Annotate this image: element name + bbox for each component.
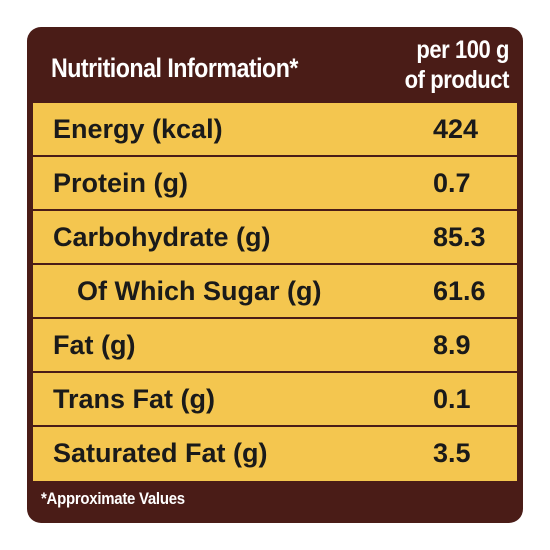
- table-row-saturated-fat: Saturated Fat (g) 3.5: [33, 427, 517, 481]
- row-value: 61.6: [433, 276, 486, 306]
- nutrition-table: Energy (kcal) 424 Protein (g) 0.7 Carboh…: [33, 103, 517, 481]
- panel-title: Nutritional Information*: [51, 53, 298, 83]
- panel-header: Nutritional Information* per 100 g of pr…: [27, 27, 523, 103]
- row-label: Of Which Sugar (g): [77, 276, 322, 306]
- table-row-protein: Protein (g) 0.7: [33, 157, 517, 211]
- footnote: *Approximate Values: [41, 489, 185, 508]
- table-row-trans-fat: Trans Fat (g) 0.1: [33, 373, 517, 427]
- row-label: Saturated Fat (g): [53, 438, 268, 468]
- row-value: 0.7: [433, 168, 471, 198]
- row-label: Fat (g): [53, 330, 136, 360]
- row-value: 8.9: [433, 330, 471, 360]
- row-value: 85.3: [433, 222, 486, 252]
- table-row-sugar: Of Which Sugar (g) 61.6: [33, 265, 517, 319]
- row-value: 424: [433, 114, 479, 144]
- serving-basis: per 100 g of product: [359, 35, 510, 95]
- row-label: Energy (kcal): [53, 114, 223, 144]
- row-label: Carbohydrate (g): [53, 222, 271, 252]
- row-label: Trans Fat (g): [53, 384, 216, 414]
- table-row-fat: Fat (g) 8.9: [33, 319, 517, 373]
- serving-basis-line2: of product: [404, 66, 510, 94]
- row-value: 0.1: [433, 384, 471, 414]
- row-label: Protein (g): [53, 168, 188, 198]
- row-value: 3.5: [433, 438, 471, 468]
- table-row-carbohydrate: Carbohydrate (g) 85.3: [33, 211, 517, 265]
- serving-basis-line1: per 100 g: [416, 36, 509, 64]
- table-row-energy: Energy (kcal) 424: [33, 103, 517, 157]
- nutrition-panel: Nutritional Information* per 100 g of pr…: [27, 27, 523, 523]
